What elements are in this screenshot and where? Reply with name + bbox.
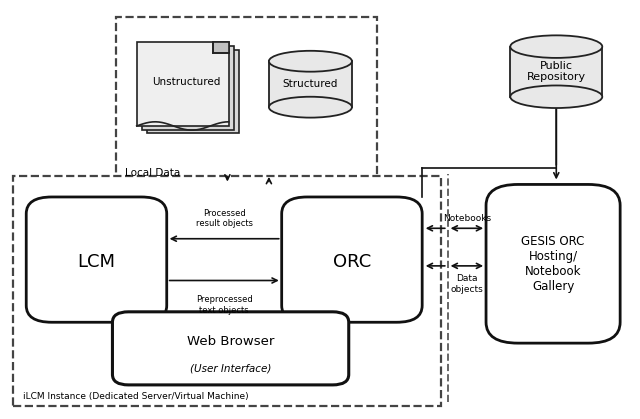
Text: Preprocessed
text objects: Preprocessed text objects xyxy=(196,295,253,315)
Bar xyxy=(147,50,239,134)
Text: (User Interface): (User Interface) xyxy=(190,363,271,373)
Ellipse shape xyxy=(510,35,602,58)
Text: ORC: ORC xyxy=(333,253,371,271)
FancyBboxPatch shape xyxy=(113,312,349,385)
Ellipse shape xyxy=(269,97,352,118)
Text: Structured: Structured xyxy=(283,79,338,89)
Text: Processed
result objects: Processed result objects xyxy=(196,209,253,228)
Text: LCM: LCM xyxy=(77,253,115,271)
Text: iLCM Instance (Dedicated Server/Virtual Machine): iLCM Instance (Dedicated Server/Virtual … xyxy=(23,392,249,401)
Text: GESIS ORC
Hosting/
Notebook
Gallery: GESIS ORC Hosting/ Notebook Gallery xyxy=(522,235,585,293)
Text: Local Data: Local Data xyxy=(125,168,180,178)
Bar xyxy=(142,46,234,130)
Bar xyxy=(116,18,378,184)
FancyBboxPatch shape xyxy=(486,184,620,343)
Text: Notebooks: Notebooks xyxy=(443,214,491,223)
Text: Web Browser: Web Browser xyxy=(187,334,275,347)
Ellipse shape xyxy=(510,85,602,108)
FancyBboxPatch shape xyxy=(282,197,422,322)
Text: Public
Repository: Public Repository xyxy=(527,61,586,83)
Text: Unstructured: Unstructured xyxy=(152,77,220,87)
Bar xyxy=(269,61,352,107)
Polygon shape xyxy=(212,42,228,53)
Bar xyxy=(13,176,442,406)
FancyBboxPatch shape xyxy=(26,197,167,322)
Text: Data
objects: Data objects xyxy=(451,274,483,294)
Bar xyxy=(137,42,228,126)
Bar xyxy=(510,47,602,97)
Ellipse shape xyxy=(269,51,352,72)
